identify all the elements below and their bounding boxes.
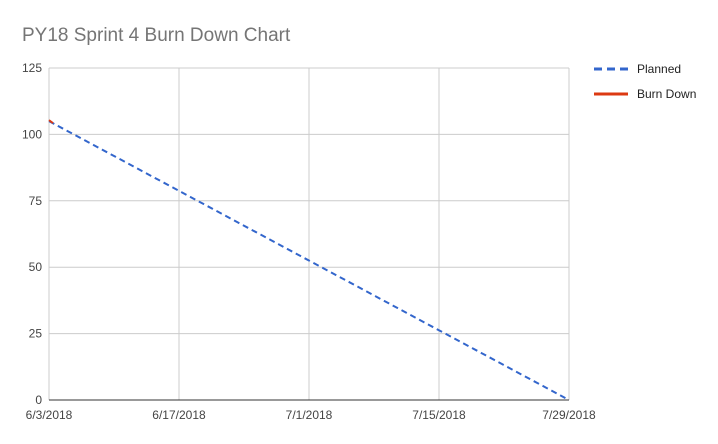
series-lines	[48, 119, 570, 401]
legend-item-planned[interactable]: Planned	[594, 62, 681, 76]
y-tick-label: 25	[29, 327, 43, 341]
chart-title: PY18 Sprint 4 Burn Down Chart	[22, 25, 291, 46]
legend-label: Burn Down	[637, 87, 696, 101]
y-tick-label: 50	[29, 260, 43, 274]
series-point-burn-down	[48, 119, 54, 124]
x-tick-label: 6/3/2018	[26, 408, 73, 422]
x-axis-ticks: 6/3/2018 6/17/2018 7/1/2018 7/15/2018 7/29/2…	[26, 408, 596, 422]
legend: Planned Burn Down	[594, 62, 696, 101]
series-line-planned	[48, 120, 570, 401]
y-tick-label: 0	[35, 393, 42, 407]
x-tick-label: 7/15/2018	[412, 408, 466, 422]
legend-label: Planned	[637, 62, 681, 76]
y-tick-label: 100	[22, 127, 42, 141]
y-tick-label: 125	[22, 61, 42, 75]
x-tick-label: 7/1/2018	[286, 408, 333, 422]
legend-item-burn-down[interactable]: Burn Down	[594, 87, 696, 101]
y-axis-ticks: 0 25 50 75 100 125	[22, 61, 42, 407]
grid	[48, 67, 570, 401]
y-tick-label: 75	[29, 194, 43, 208]
x-tick-label: 7/29/2018	[542, 408, 596, 422]
x-tick-label: 6/17/2018	[152, 408, 206, 422]
